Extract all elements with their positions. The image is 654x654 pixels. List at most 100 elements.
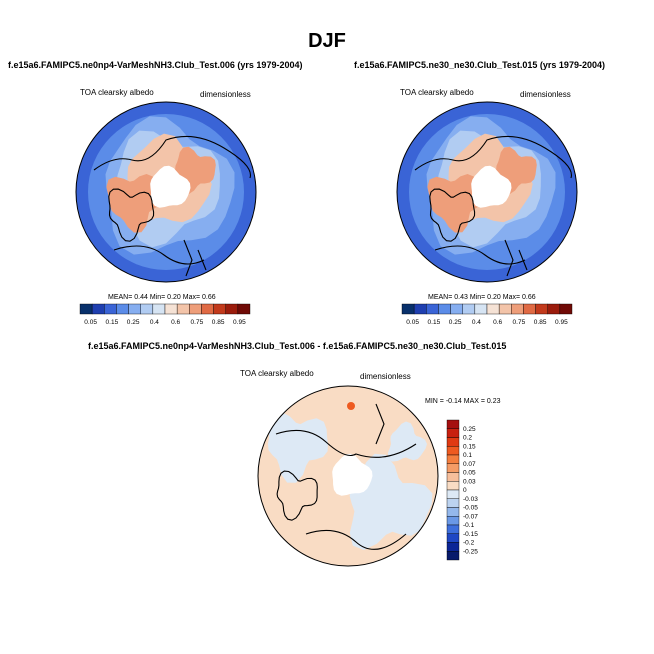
- map-field: [76, 102, 256, 282]
- colorbar-tick-label: 0.25: [127, 319, 140, 326]
- colorbar-swatch: [446, 551, 460, 561]
- panel1-min-label: Min=: [149, 294, 166, 301]
- panel3-colorbar: 0.250.20.150.10.070.050.030-0.03-0.05-0.…: [446, 419, 478, 561]
- colorbar-swatch: [446, 472, 460, 482]
- colorbar-tick-label: 0.4: [150, 319, 159, 326]
- colorbar-tick-label: 0.07: [463, 461, 476, 468]
- colorbar-swatch: [104, 303, 117, 315]
- colorbar-swatch: [446, 446, 460, 456]
- colorbar-swatch: [164, 303, 178, 315]
- panel1-max-label: Max=: [182, 294, 201, 301]
- polar-gap: [471, 165, 512, 208]
- colorbar-tick-label: -0.2: [463, 540, 475, 547]
- colorbar-swatch: [446, 498, 460, 508]
- colorbar-swatch: [426, 303, 439, 315]
- panel2-colorbar: 0.05 0.15 0.25 0.4 0.6 0.75 0.85 0.95: [401, 303, 573, 326]
- neg-diff-region-3: [387, 421, 427, 462]
- colorbar-tick-label: 0.05: [406, 319, 419, 326]
- colorbar-swatch: [523, 303, 536, 315]
- scandinavia-coast: [375, 403, 385, 445]
- panel1-title: f.e15a6.FAMIPC5.ne0np4-VarMeshNH3.Club_T…: [8, 60, 303, 70]
- colorbar-swatch: [535, 303, 548, 315]
- polar-gap: [332, 453, 373, 496]
- panel3-max-label: MAX =: [463, 398, 485, 405]
- panel3-map: [257, 385, 439, 567]
- panel1-stats: MEAN= 0.44 Min= 0.20 Max= 0.66: [108, 294, 216, 301]
- panel2-stats: MEAN= 0.43 Min= 0.20 Max= 0.66: [428, 294, 536, 301]
- colorbar-swatch: [446, 463, 460, 473]
- colorbar-tick-label: 0.15: [428, 319, 441, 326]
- figure-title: DJF: [308, 30, 346, 52]
- panel1-colorbar: 0.05 0.15 0.25 0.4 0.6 0.75 0.85 0.95: [79, 303, 251, 326]
- panel3-title: f.e15a6.FAMIPC5.ne0np4-VarMeshNH3.Club_T…: [88, 341, 507, 351]
- colorbar-tick-label: 0.15: [106, 319, 119, 326]
- colorbar-swatch: [446, 524, 460, 534]
- colorbar-swatch: [446, 419, 460, 429]
- america-coast: [434, 245, 526, 265]
- colorbar-swatch: [116, 303, 129, 315]
- greenland-high: [106, 174, 162, 233]
- colorbar-swatch: [446, 489, 460, 499]
- colorbar-tick-label: 0.05: [463, 470, 476, 477]
- panel2-mean: 0.43: [454, 294, 468, 301]
- coastlines: [93, 135, 252, 277]
- colorbar-tick-label: 0.05: [84, 319, 97, 326]
- colorbar-swatch: [438, 303, 451, 315]
- eurasia-coast: [275, 429, 417, 458]
- colorbar-tick-label: 0.25: [463, 426, 476, 433]
- colorbar-swatch: [547, 303, 561, 315]
- eurasia-coast: [93, 135, 252, 179]
- colorbar-tick-label: 0.95: [233, 319, 246, 326]
- colorbar-swatch: [446, 516, 460, 526]
- colorbar-tick-label: 0.6: [171, 319, 180, 326]
- archipelago-coast: [183, 239, 207, 277]
- colorbar-swatch: [446, 481, 460, 491]
- neg-diff-region-2: [267, 411, 328, 483]
- panel1-variable: TOA clearsky albedo: [80, 88, 154, 97]
- colorbar-swatch: [213, 303, 226, 315]
- map-boundary: [257, 385, 439, 567]
- colorbar-tick-label: -0.05: [463, 505, 478, 512]
- colorbar-swatch: [79, 303, 93, 315]
- colorbar-swatch: [511, 303, 524, 315]
- colorbar-swatch: [237, 303, 251, 315]
- colorbar-swatch: [401, 303, 415, 315]
- panel1-mean-label: MEAN=: [108, 294, 133, 301]
- coastlines: [414, 135, 573, 277]
- panel2-units: dimensionless: [520, 90, 571, 99]
- map-boundary: [396, 101, 578, 283]
- colorbar-swatch: [462, 303, 476, 315]
- panel2-max-label: Max=: [502, 294, 521, 301]
- colorbar-swatch: [498, 303, 512, 315]
- panel2-mean-label: MEAN=: [428, 294, 453, 301]
- colorbar-swatch: [446, 437, 460, 447]
- map-boundary: [75, 101, 257, 283]
- colorbar-tick-label: 0.85: [212, 319, 225, 326]
- colorbar-tick-label: 0: [463, 487, 467, 494]
- panel2-min: 0.20: [487, 294, 501, 301]
- panel3-stats: MIN = -0.14 MAX = 0.23: [425, 398, 501, 405]
- panel1-units: dimensionless: [200, 90, 251, 99]
- colorbar-swatch: [446, 507, 460, 517]
- pos-diff-spot: [347, 402, 355, 410]
- america-coast: [305, 529, 407, 550]
- panel3-max: 0.23: [486, 398, 501, 405]
- colorbar-tick-label: 0.4: [472, 319, 481, 326]
- colorbar-swatch: [91, 303, 105, 315]
- panel3-min-label: MIN =: [425, 398, 444, 405]
- polar-gap: [150, 165, 191, 208]
- colorbar-tick-label: 0.2: [463, 435, 472, 442]
- colorbar-tick-label: -0.15: [463, 531, 478, 538]
- colorbar-tick-label: -0.07: [463, 513, 478, 520]
- colorbar-swatch: [225, 303, 239, 315]
- colorbar-tick-label: 0.1: [463, 452, 472, 459]
- panel2-variable: TOA clearsky albedo: [400, 88, 474, 97]
- panel3-variable: TOA clearsky albedo: [240, 369, 314, 378]
- panel1-map: [75, 101, 257, 283]
- colorbar-swatch: [176, 303, 190, 315]
- map-field: [397, 102, 577, 282]
- panel3-min: -0.14: [445, 398, 462, 405]
- colorbar-tick-label: -0.25: [463, 548, 478, 555]
- colorbar-tick-label: 0.25: [449, 319, 462, 326]
- colorbar-swatch: [450, 303, 463, 315]
